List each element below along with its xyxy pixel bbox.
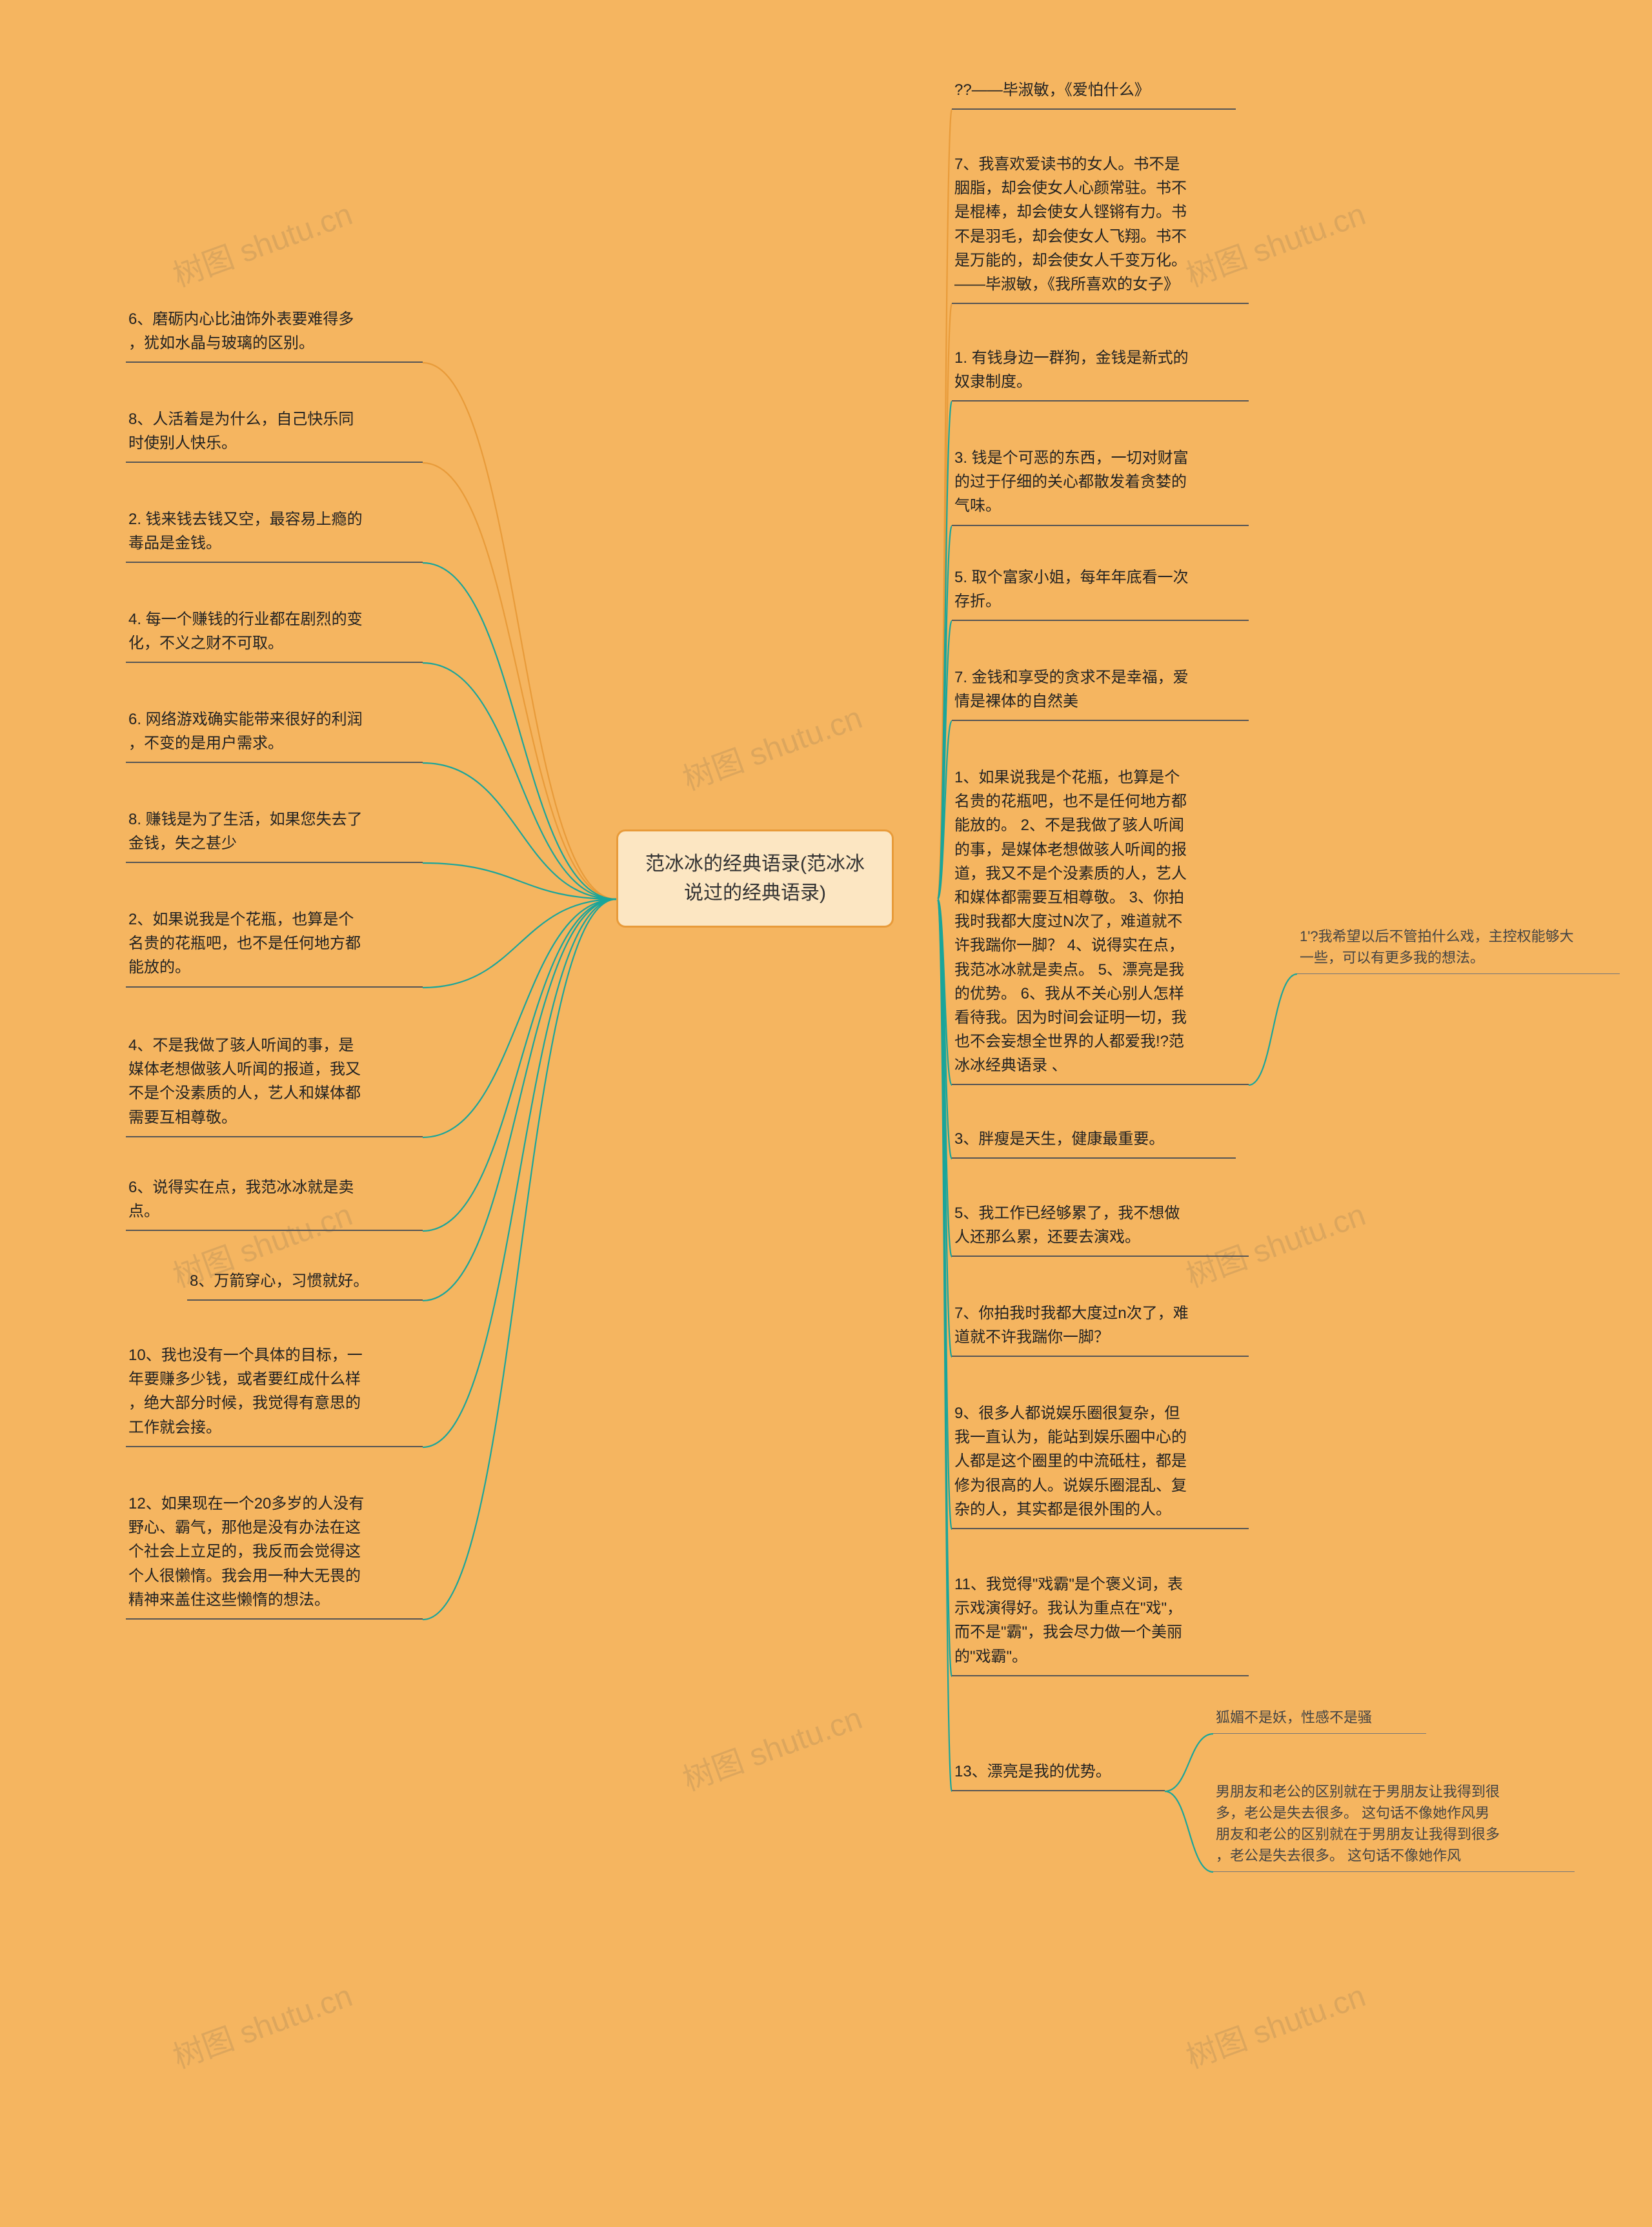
watermark: 树图 shutu.cn bbox=[1179, 1970, 1371, 2077]
watermark: 树图 shutu.cn bbox=[676, 692, 867, 798]
center-node: 范冰冰的经典语录(范冰冰 说过的经典语录) bbox=[616, 829, 894, 928]
mindmap-node: 狐媚不是妖，性感不是骚 bbox=[1213, 1704, 1426, 1734]
mindmap-node: 8. 赚钱是为了生活，如果您失去了 金钱，失之甚少 bbox=[126, 804, 423, 863]
mindmap-node: 5、我工作已经够累了，我不想做 人还那么累，还要去演戏。 bbox=[952, 1197, 1249, 1257]
mindmap-node: 8、人活着是为什么，自己快乐同 时使别人快乐。 bbox=[126, 403, 423, 463]
mindmap-node: 6. 网络游戏确实能带来很好的利润 ，不变的是用户需求。 bbox=[126, 704, 423, 763]
mindmap-node: 2. 钱来钱去钱又空，最容易上瘾的 毒品是金钱。 bbox=[126, 503, 423, 563]
mindmap-node: 4. 每一个赚钱的行业都在剧烈的变 化，不义之财不可取。 bbox=[126, 604, 423, 663]
mindmap-node: 4、不是我做了骇人听闻的事，是 媒体老想做骇人听闻的报道，我又 不是个没素质的人… bbox=[126, 1030, 423, 1137]
mindmap-node: 3. 钱是个可恶的东西，一切对财富 的过于仔细的关心都散发着贪婪的 气味。 bbox=[952, 442, 1249, 526]
mindmap-node: 3、胖瘦是天生，健康最重要。 bbox=[952, 1123, 1236, 1159]
mindmap-node: 12、如果现在一个20多岁的人没有 野心、霸气，那他是没有办法在这 个社会上立足… bbox=[126, 1488, 423, 1620]
mindmap-node: 13、漂亮是我的优势。 bbox=[952, 1756, 1165, 1791]
mindmap-node: 7. 金钱和享受的贪求不是幸福，爱 情是裸体的自然美 bbox=[952, 662, 1249, 721]
mindmap-node: 11、我觉得"戏霸"是个褒义词，表 示戏演得好。我认为重点在"戏"， 而不是"霸… bbox=[952, 1569, 1249, 1676]
mindmap-node: 7、我喜欢爱读书的女人。书不是 胭脂，却会使女人心颜常驻。书不 是棍棒，却会使女… bbox=[952, 148, 1249, 304]
mindmap-node: ??——毕淑敏，《爱怕什么》 bbox=[952, 74, 1236, 110]
mindmap-node: 6、磨砺内心比油饰外表要难得多 ，犹如水晶与玻璃的区别。 bbox=[126, 303, 423, 363]
mindmap-node: 1、如果说我是个花瓶，也算是个 名贵的花瓶吧，也不是任何地方都 能放的。 2、不… bbox=[952, 762, 1249, 1085]
mindmap-node: 8、万箭穿心，习惯就好。 bbox=[187, 1265, 423, 1301]
mindmap-node: 9、很多人都说娱乐圈很复杂，但 我一直认为，能站到娱乐圈中心的 人都是这个圈里的… bbox=[952, 1398, 1249, 1529]
mindmap-node: 6、说得实在点，我范冰冰就是卖 点。 bbox=[126, 1172, 423, 1231]
mindmap-node: 1. 有钱身边一群狗，金钱是新式的 奴隶制度。 bbox=[952, 342, 1249, 402]
watermark: 树图 shutu.cn bbox=[166, 188, 358, 295]
mindmap-node: 5. 取个富家小姐，每年年底看一次 存折。 bbox=[952, 562, 1249, 621]
watermark: 树图 shutu.cn bbox=[676, 1693, 867, 1799]
center-node-text: 范冰冰的经典语录(范冰冰 说过的经典语录) bbox=[645, 853, 865, 904]
watermark: 树图 shutu.cn bbox=[166, 1970, 358, 2077]
mindmap-node: 10、我也没有一个具体的目标，一 年要赚多少钱，或者要红成什么样 ，绝大部分时候… bbox=[126, 1339, 423, 1447]
mindmap-node: 男朋友和老公的区别就在于男朋友让我得到很 多，老公是失去很多。 这句话不像她作风… bbox=[1213, 1778, 1575, 1872]
mindmap-node: 1'?我希望以后不管拍什么戏，主控权能够大 一些，可以有更多我的想法。 bbox=[1297, 923, 1620, 974]
mindmap-node: 7、你拍我时我都大度过n次了，难 道就不许我踹你一脚？ bbox=[952, 1297, 1249, 1357]
mindmap-node: 2、如果说我是个花瓶，也算是个 名贵的花瓶吧，也不是任何地方都 能放的。 bbox=[126, 904, 423, 988]
